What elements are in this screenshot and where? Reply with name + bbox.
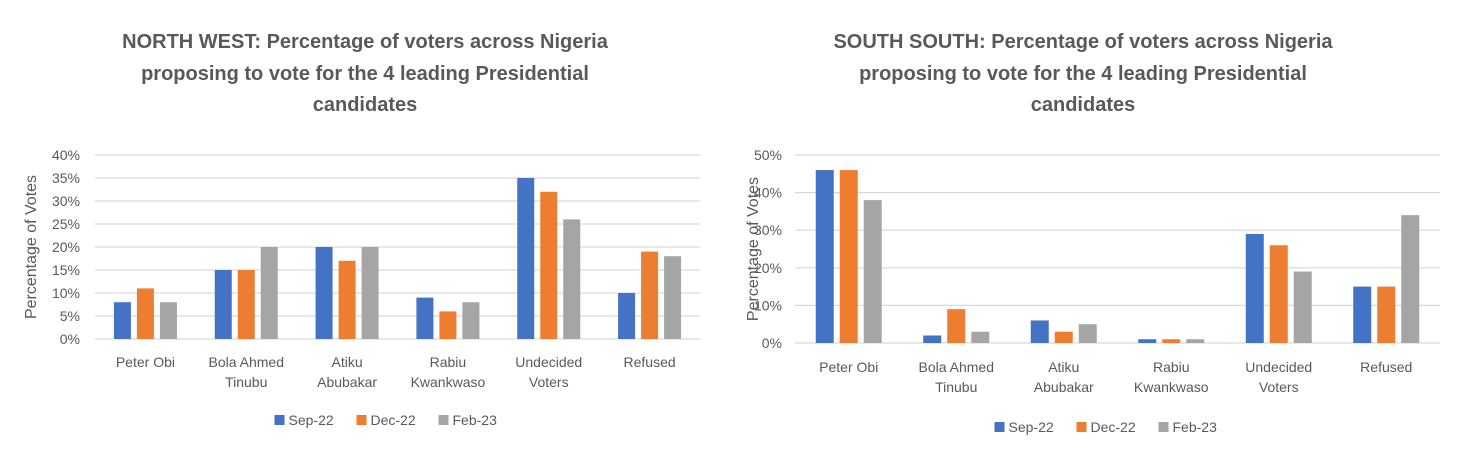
- bar-feb-23: [260, 247, 278, 339]
- y-tick-label: 10%: [52, 285, 80, 301]
- y-axis-label: Percentage of Votes: [23, 175, 40, 319]
- category-label: Undecided: [515, 354, 582, 370]
- legend-label: Dec-22: [371, 412, 416, 428]
- y-tick-label: 20%: [52, 239, 80, 255]
- bar-dec-22: [947, 309, 966, 343]
- bar-feb-23: [1078, 324, 1097, 343]
- chart-title: proposing to vote for the 4 leading Pres…: [859, 63, 1307, 85]
- chart-title: candidates: [313, 94, 417, 116]
- category-label: Atiku: [332, 354, 363, 370]
- legend-swatch: [994, 422, 1005, 432]
- category-label: Kwankwaso: [1134, 379, 1209, 395]
- bar-feb-23: [863, 200, 882, 343]
- category-label: Atiku: [1048, 359, 1079, 375]
- bar-sep-22: [1353, 286, 1372, 343]
- y-tick-label: 35%: [52, 170, 80, 186]
- bar-feb-23: [563, 219, 581, 339]
- bar-sep-22: [815, 170, 834, 343]
- y-tick-label: 25%: [52, 216, 80, 232]
- chart-north-west: NORTH WEST: Percentage of voters across …: [23, 31, 700, 428]
- bar-dec-22: [1269, 245, 1288, 343]
- bar-dec-22: [237, 270, 255, 339]
- bar-sep-22: [113, 302, 131, 339]
- y-tick-label: 0%: [762, 335, 782, 351]
- legend-label: Sep-22: [1009, 419, 1054, 435]
- chart-title: candidates: [1031, 94, 1135, 116]
- category-label: Voters: [529, 374, 569, 390]
- chart-title: SOUTH SOUTH: Percentage of voters across…: [833, 31, 1333, 53]
- legend-swatch: [1076, 422, 1087, 432]
- y-tick-label: 0%: [60, 331, 80, 347]
- bar-sep-22: [923, 335, 942, 343]
- y-tick-label: 30%: [754, 222, 782, 238]
- bar-feb-23: [462, 302, 480, 339]
- chart-south-south: SOUTH SOUTH: Percentage of voters across…: [745, 31, 1440, 435]
- y-tick-label: 10%: [754, 297, 782, 313]
- category-label: Undecided: [1245, 359, 1312, 375]
- y-axis-label: Percentage of Votes: [745, 177, 762, 321]
- legend-label: Feb-23: [453, 412, 498, 428]
- y-tick-label: 5%: [60, 308, 80, 324]
- category-label: Voters: [1259, 379, 1299, 395]
- category-label: Abubakar: [317, 374, 377, 390]
- bar-sep-22: [1245, 233, 1264, 343]
- bar-sep-22: [618, 293, 636, 339]
- bar-feb-23: [361, 247, 379, 339]
- bar-dec-22: [1377, 286, 1396, 343]
- bar-sep-22: [517, 178, 535, 339]
- y-tick-label: 20%: [754, 260, 782, 276]
- category-label: Refused: [1360, 359, 1412, 375]
- bar-dec-22: [641, 251, 659, 339]
- legend-swatch: [274, 415, 285, 425]
- bar-dec-22: [338, 260, 356, 339]
- category-label: Tinubu: [935, 379, 977, 395]
- legend-swatch: [438, 415, 449, 425]
- category-label: Rabiu: [1153, 359, 1190, 375]
- bar-feb-23: [1401, 215, 1420, 343]
- y-tick-label: 40%: [52, 147, 80, 163]
- bar-feb-23: [971, 331, 990, 343]
- category-label: Bola Ahmed: [209, 354, 285, 370]
- category-label: Bola Ahmed: [919, 359, 995, 375]
- bar-feb-23: [1186, 339, 1205, 343]
- legend-label: Dec-22: [1091, 419, 1136, 435]
- y-tick-label: 50%: [754, 147, 782, 163]
- bar-sep-22: [1138, 339, 1157, 343]
- category-label: Kwankwaso: [411, 374, 486, 390]
- bar-dec-22: [1054, 331, 1073, 343]
- legend-swatch: [356, 415, 367, 425]
- bar-sep-22: [315, 247, 333, 339]
- bar-dec-22: [540, 191, 558, 339]
- bar-feb-23: [159, 302, 177, 339]
- legend-label: Sep-22: [289, 412, 334, 428]
- bar-dec-22: [1162, 339, 1181, 343]
- chart-title: NORTH WEST: Percentage of voters across …: [122, 31, 609, 53]
- category-label: Abubakar: [1034, 379, 1094, 395]
- y-tick-label: 15%: [52, 262, 80, 278]
- bar-sep-22: [416, 297, 434, 339]
- category-label: Peter Obi: [819, 359, 878, 375]
- bar-sep-22: [1030, 320, 1049, 343]
- category-label: Tinubu: [225, 374, 267, 390]
- category-label: Peter Obi: [116, 354, 175, 370]
- legend-label: Feb-23: [1173, 419, 1218, 435]
- category-label: Refused: [624, 354, 676, 370]
- bar-dec-22: [439, 311, 457, 339]
- bar-sep-22: [214, 270, 232, 339]
- chart-title: proposing to vote for the 4 leading Pres…: [141, 63, 589, 85]
- bar-feb-23: [664, 256, 682, 339]
- y-tick-label: 40%: [754, 185, 782, 201]
- y-tick-label: 30%: [52, 193, 80, 209]
- bar-feb-23: [1293, 271, 1312, 343]
- bar-dec-22: [839, 170, 858, 343]
- legend-swatch: [1158, 422, 1169, 432]
- category-label: Rabiu: [430, 354, 467, 370]
- bar-dec-22: [136, 288, 154, 339]
